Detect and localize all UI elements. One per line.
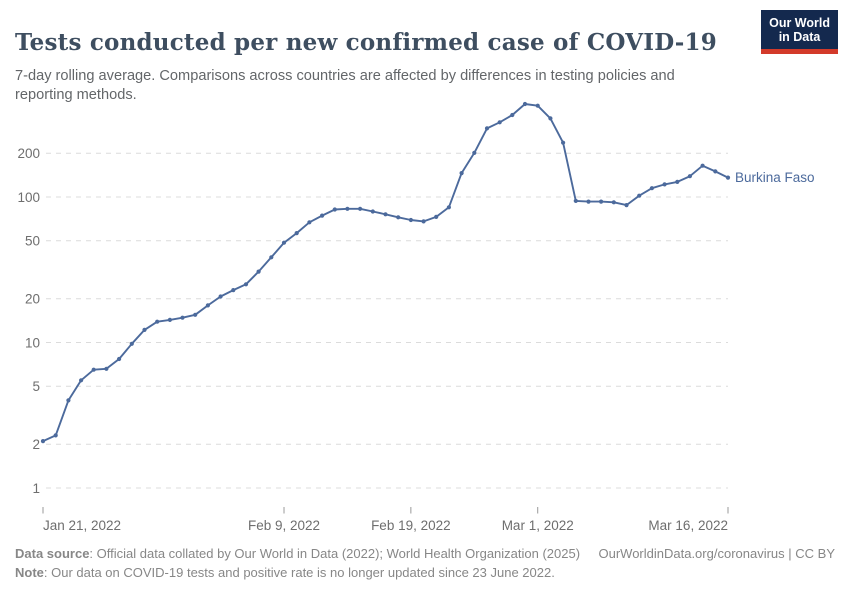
data-point xyxy=(421,219,426,224)
x-tick-label: Mar 16, 2022 xyxy=(648,518,728,533)
x-tick-label: Feb 9, 2022 xyxy=(248,518,320,533)
data-point xyxy=(573,198,578,203)
data-point xyxy=(358,206,363,211)
series-label: Burkina Faso xyxy=(735,170,815,185)
note-text: Note: Our data on COVID-19 tests and pos… xyxy=(15,565,555,580)
owid-logo[interactable]: Our World in Data xyxy=(761,10,838,54)
data-point xyxy=(91,367,96,372)
data-point xyxy=(320,213,325,218)
data-point xyxy=(180,315,185,320)
y-tick-label: 100 xyxy=(17,190,40,205)
chart-footer: Data source: Official data collated by O… xyxy=(0,546,850,580)
owid-logo-line2: in Data xyxy=(778,30,821,45)
y-tick-label: 50 xyxy=(25,234,40,249)
data-point xyxy=(522,101,528,107)
data-point xyxy=(535,103,540,108)
data-point xyxy=(167,317,172,322)
data-point xyxy=(548,116,553,121)
data-point xyxy=(484,126,490,131)
data-point xyxy=(459,171,464,176)
footer-right: OurWorldinData.org/coronavirus | CC BY xyxy=(598,546,835,561)
data-point xyxy=(434,214,439,219)
y-tick-label: 1 xyxy=(32,481,40,496)
chart-subtitle: 7-day rolling average. Comparisons acros… xyxy=(15,67,675,103)
data-point xyxy=(725,175,731,180)
y-tick-label: 200 xyxy=(17,146,40,161)
note-label: Note xyxy=(15,565,44,580)
data-point xyxy=(446,205,451,210)
data-point xyxy=(256,269,261,274)
data-point xyxy=(53,433,58,438)
page-title: Tests conducted per new confirmed case o… xyxy=(15,29,717,57)
x-tick-label: Jan 21, 2022 xyxy=(43,518,121,533)
data-point xyxy=(231,288,236,293)
data-point xyxy=(345,206,350,211)
x-tick-label: Mar 1, 2022 xyxy=(502,518,574,533)
data-point xyxy=(205,303,210,308)
data-point xyxy=(408,217,413,223)
y-axis: 1 2 5 10 20 50 100 200 xyxy=(17,146,728,496)
y-tick-label: 20 xyxy=(25,292,40,307)
y-tick-label: 2 xyxy=(32,437,40,452)
data-point xyxy=(243,282,249,287)
data-point xyxy=(510,112,515,118)
data-point xyxy=(599,199,604,204)
x-tick-label: Feb 19, 2022 xyxy=(371,518,451,533)
data-point xyxy=(472,150,477,155)
data-point xyxy=(649,186,655,191)
data-point xyxy=(40,439,46,444)
data-point xyxy=(611,200,616,205)
y-tick-label: 10 xyxy=(25,335,40,350)
data-point xyxy=(700,163,705,168)
data-point xyxy=(129,341,134,346)
data-point xyxy=(687,174,693,179)
data-point xyxy=(497,120,502,125)
data-point xyxy=(624,203,629,208)
data-source-text: Data source: Official data collated by O… xyxy=(15,546,581,561)
data-point xyxy=(294,231,299,236)
data-point xyxy=(117,356,122,362)
data-point xyxy=(586,199,591,204)
data-points xyxy=(40,101,731,444)
data-point xyxy=(193,312,198,317)
data-point xyxy=(281,240,287,245)
data-point xyxy=(370,209,375,214)
data-point xyxy=(637,193,642,198)
data-point xyxy=(383,212,388,217)
data-point xyxy=(66,398,71,403)
owid-logo-line1: Our World xyxy=(769,16,830,30)
license-badge: CC BY xyxy=(795,546,835,561)
data-point xyxy=(307,220,312,225)
y-tick-label: 5 xyxy=(32,379,40,394)
owid-coronavirus-link[interactable]: OurWorldinData.org/coronavirus xyxy=(598,546,785,561)
data-point xyxy=(662,182,667,187)
data-point xyxy=(79,378,84,383)
data-point xyxy=(155,319,160,324)
data-line xyxy=(42,103,729,442)
x-axis: Jan 21, 2022 Feb 9, 2022 Feb 19, 2022 Mar 1… xyxy=(42,507,729,533)
footer-divider: | xyxy=(784,546,796,561)
data-point xyxy=(396,215,401,220)
data-point xyxy=(561,140,566,145)
data-point xyxy=(218,294,223,299)
data-point xyxy=(675,179,680,184)
data-point xyxy=(713,169,718,174)
data-point xyxy=(104,366,109,371)
data-point xyxy=(269,255,274,260)
data-point xyxy=(332,207,337,212)
data-point xyxy=(142,327,147,332)
data-source-label: Data source xyxy=(15,546,90,561)
